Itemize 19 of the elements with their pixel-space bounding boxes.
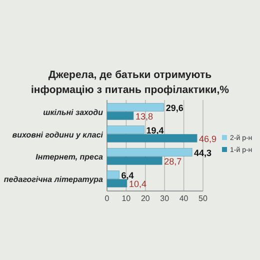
data-label: 13,8 [135, 112, 154, 122]
x-tick-label: 40 [179, 194, 189, 203]
y-tick-label: педагогічна література [4, 175, 104, 184]
data-label: 10,4 [128, 178, 146, 189]
x-tick-label: 10 [122, 194, 132, 203]
data-label: 29,6 [166, 103, 184, 114]
x-tick-label: 0 [104, 194, 110, 203]
x-tick-label: 50 [198, 194, 208, 203]
data-label: 28,7 [164, 156, 182, 166]
x-tick-label: 20 [140, 194, 150, 203]
chart-title: Джерела, де батьки отримують інформацію з питань профілактики,% [31, 69, 230, 96]
data-label: 44,3 [194, 148, 212, 158]
y-tick-label: шкільні заходи [43, 108, 104, 117]
data-label: 6,4 [121, 170, 134, 180]
data-label: 46,9 [199, 134, 217, 144]
y-tick-label: виховні години у класі [12, 130, 104, 140]
x-tick-label: 30 [160, 194, 170, 203]
y-tick-label: Інтернет, преса [36, 152, 104, 162]
data-label: 19,4 [146, 126, 164, 136]
